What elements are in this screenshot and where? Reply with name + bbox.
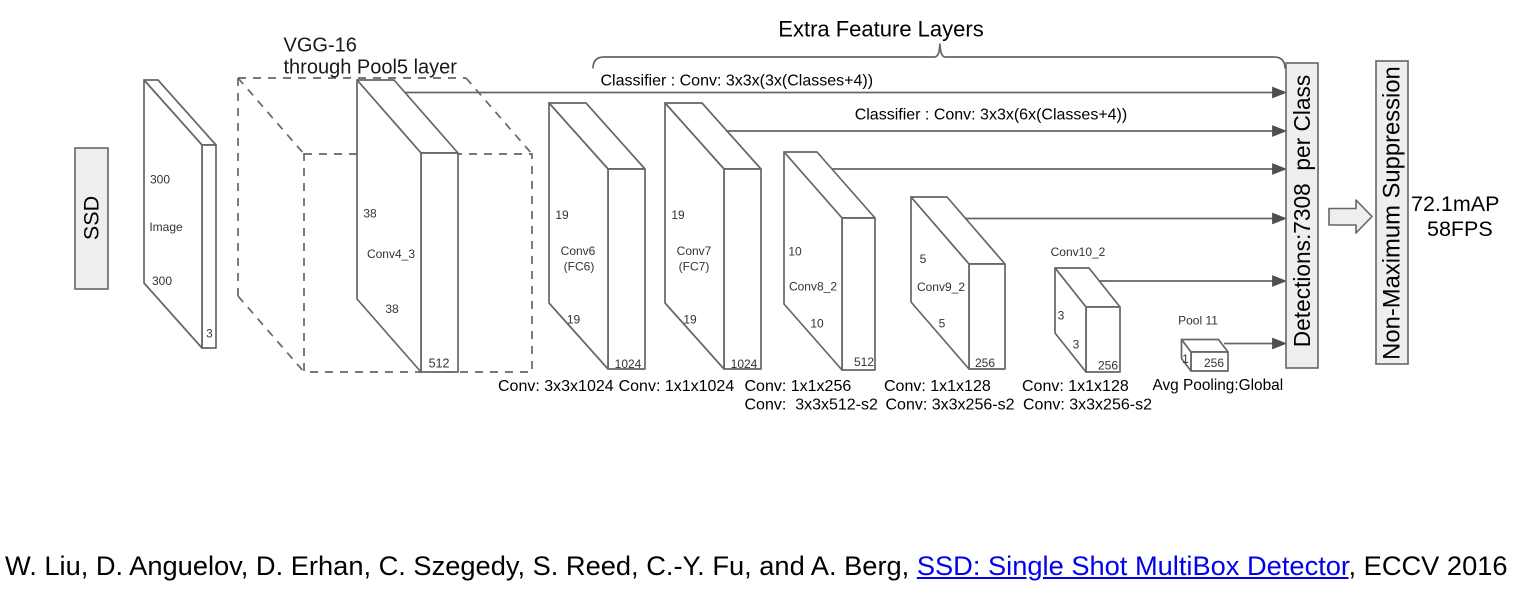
svg-text:Avg Pooling:Global: Avg Pooling:Global bbox=[1153, 377, 1284, 394]
svg-text:38: 38 bbox=[363, 207, 377, 221]
svg-text:19: 19 bbox=[683, 313, 697, 327]
svg-text:Conv: 3x3x1024: Conv: 3x3x1024 bbox=[498, 378, 614, 395]
svg-text:Conv: 1x1x128: Conv: 1x1x128 bbox=[1022, 378, 1129, 395]
svg-text:Conv: 3x3x256-s2: Conv: 3x3x256-s2 bbox=[886, 397, 1015, 414]
svg-text:Conv9_2: Conv9_2 bbox=[917, 280, 965, 294]
svg-text:19: 19 bbox=[567, 313, 581, 327]
svg-text:256: 256 bbox=[1204, 356, 1224, 370]
svg-text:(FC7): (FC7) bbox=[679, 260, 710, 274]
svg-text:1024: 1024 bbox=[615, 357, 642, 371]
svg-text:Detections:7308 per Class: Detections:7308 per Class bbox=[1289, 75, 1315, 347]
svg-text:256: 256 bbox=[975, 356, 995, 370]
svg-text:Conv: 1x1x256: Conv: 1x1x256 bbox=[745, 378, 852, 395]
svg-text:Conv4_3: Conv4_3 bbox=[367, 247, 415, 261]
svg-text:19: 19 bbox=[671, 208, 685, 222]
svg-text:(FC6): (FC6) bbox=[564, 260, 595, 274]
svg-text:38: 38 bbox=[385, 302, 399, 316]
svg-text:300: 300 bbox=[150, 173, 170, 187]
svg-text:5: 5 bbox=[920, 252, 927, 266]
svg-text:10: 10 bbox=[788, 245, 802, 259]
svg-text:Conv: 1x1x128: Conv: 1x1x128 bbox=[884, 378, 991, 395]
svg-text:72.1mAP: 72.1mAP bbox=[1411, 192, 1499, 216]
svg-text:3: 3 bbox=[206, 329, 212, 341]
svg-text:Conv8_2: Conv8_2 bbox=[789, 280, 837, 294]
svg-text:VGG-16: VGG-16 bbox=[284, 35, 357, 57]
svg-text:58FPS: 58FPS bbox=[1427, 217, 1493, 241]
svg-text:256: 256 bbox=[1098, 359, 1118, 373]
svg-text:Conv: 1x1x1024: Conv: 1x1x1024 bbox=[619, 378, 735, 395]
svg-text:through Pool5 layer: through Pool5 layer bbox=[284, 57, 458, 79]
svg-text:SSD: SSD bbox=[80, 196, 104, 240]
svg-text:Pool 11: Pool 11 bbox=[1178, 314, 1218, 328]
svg-text:10: 10 bbox=[810, 317, 824, 331]
svg-text:1024: 1024 bbox=[731, 357, 758, 371]
svg-text:Classifier : Conv: 3x3x(6x(Cla: Classifier : Conv: 3x3x(6x(Classes+4)) bbox=[855, 107, 1128, 124]
svg-text:512: 512 bbox=[429, 357, 450, 371]
svg-text:300: 300 bbox=[152, 274, 172, 288]
svg-text:Extra Feature Layers: Extra Feature Layers bbox=[778, 17, 983, 42]
svg-text:Conv6: Conv6 bbox=[561, 244, 596, 258]
svg-text:512: 512 bbox=[854, 355, 874, 369]
svg-text:5: 5 bbox=[939, 317, 946, 331]
svg-text:Image: Image bbox=[149, 220, 183, 234]
svg-text:3: 3 bbox=[1058, 309, 1065, 323]
svg-text:19: 19 bbox=[555, 208, 569, 222]
svg-text:Conv7: Conv7 bbox=[677, 244, 712, 258]
svg-text:Non-Maximum Suppression: Non-Maximum Suppression bbox=[1379, 66, 1406, 360]
svg-text:Classifier : Conv: 3x3x(3x(Cla: Classifier : Conv: 3x3x(3x(Classes+4)) bbox=[601, 73, 874, 90]
svg-text:Conv10_2: Conv10_2 bbox=[1051, 245, 1106, 259]
svg-text:Conv: 3x3x512-s2: Conv: 3x3x512-s2 bbox=[745, 397, 879, 414]
svg-text:1: 1 bbox=[1182, 352, 1189, 366]
svg-text:3: 3 bbox=[1073, 338, 1080, 352]
svg-text:Conv: 3x3x256-s2: Conv: 3x3x256-s2 bbox=[1023, 397, 1152, 414]
